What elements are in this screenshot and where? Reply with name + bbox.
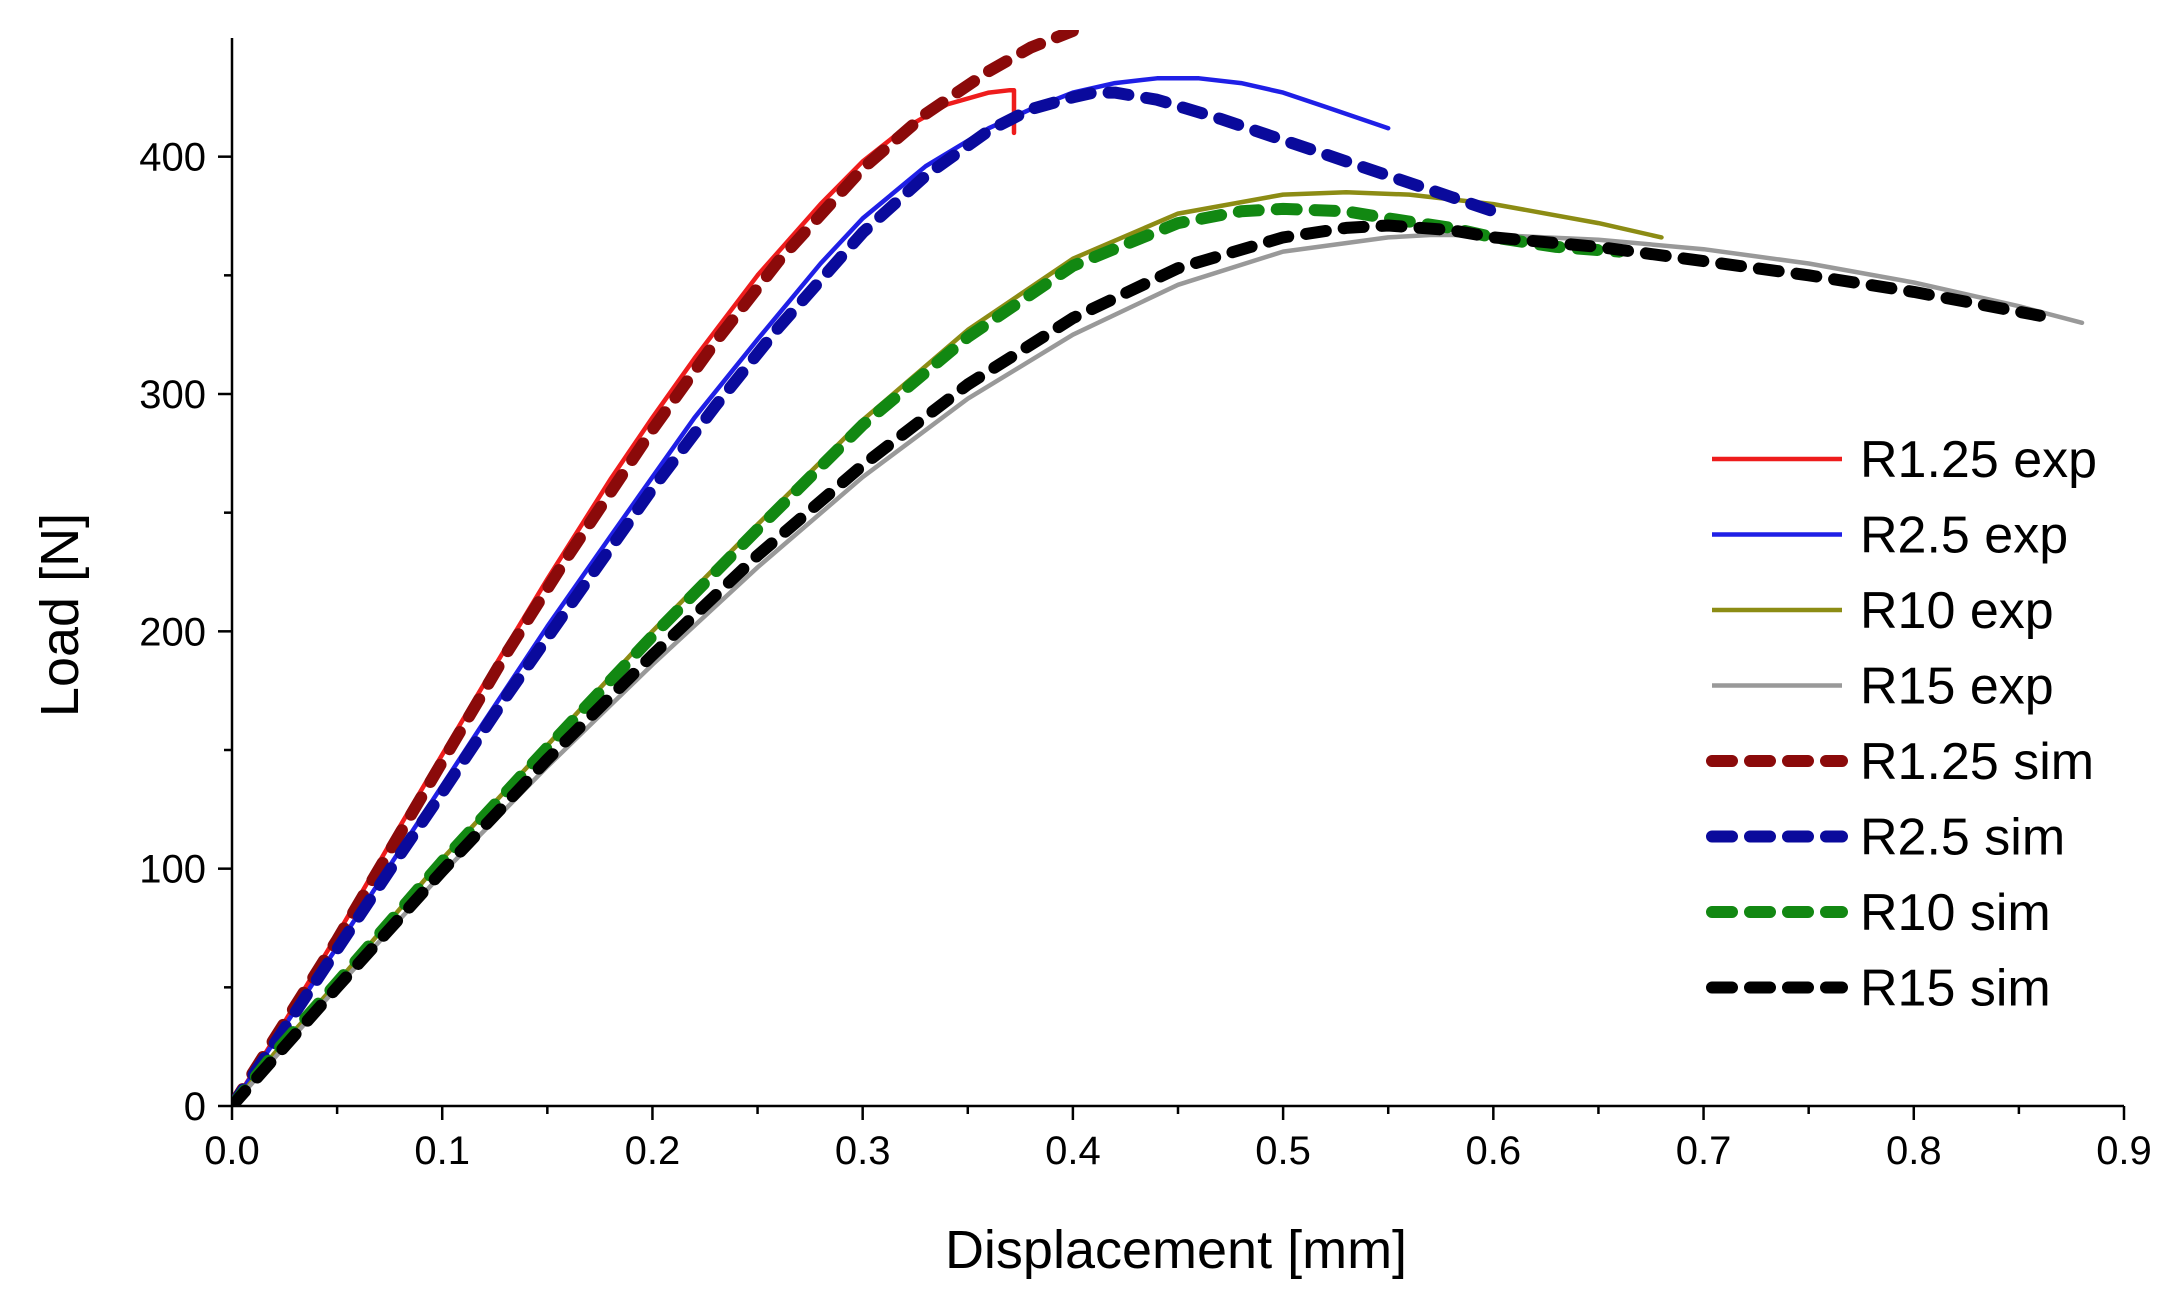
y-tick-label: 0 <box>184 1085 206 1129</box>
x-tick-label: 0.4 <box>1045 1129 1101 1173</box>
x-tick-label: 0.0 <box>204 1129 260 1173</box>
x-tick-label: 0.9 <box>2096 1129 2152 1173</box>
y-axis-title: Load [N] <box>30 513 90 717</box>
legend-label: R15 sim <box>1860 960 2051 1018</box>
legend-label: R1.25 sim <box>1860 733 2094 791</box>
series-line-r15-sim <box>232 219 2046 1106</box>
legend-label: R1.25 exp <box>1860 431 2097 489</box>
series-line-r15-exp <box>232 232 2085 1106</box>
legend-label: R10 sim <box>1860 884 2051 942</box>
x-ticks: 0.0 0.1 0.2 0.3 0.4 0.5 0.6 0.7 0.8 0.9 <box>204 1106 2152 1173</box>
x-tick-label: 0.2 <box>625 1129 681 1173</box>
y-ticks: 0 100 200 300 400 <box>139 136 232 1129</box>
legend-label: R2.5 sim <box>1860 809 2065 867</box>
series-line-r10-sim <box>232 202 1626 1106</box>
x-tick-label: 0.6 <box>1466 1129 1522 1173</box>
x-tick-label: 0.3 <box>835 1129 891 1173</box>
legend-label: R15 exp <box>1860 658 2054 716</box>
series-line-r10-exp <box>232 190 1664 1106</box>
x-tick-label: 0.1 <box>414 1129 470 1173</box>
y-tick-label: 100 <box>139 848 206 892</box>
legend-label: R10 exp <box>1860 582 2054 640</box>
x-axis-title: Displacement [mm] <box>945 1220 1407 1280</box>
x-tick-label: 0.7 <box>1676 1129 1732 1173</box>
y-tick-label: 200 <box>139 610 206 654</box>
series-line-r2-5-exp <box>232 76 1391 1106</box>
series-line-r1-25-exp <box>232 87 1017 1106</box>
series-line-r1-25-sim <box>232 30 1079 1106</box>
legend: R1.25 exp R2.5 exp R10 exp R15 exp R1.25 sim… <box>1706 431 2097 1018</box>
axes <box>230 38 2124 1108</box>
x-tick-label: 0.8 <box>1886 1129 1942 1173</box>
x-tick-label: 0.5 <box>1255 1129 1311 1173</box>
y-tick-label: 400 <box>139 136 206 180</box>
series-line-r2-5-sim <box>232 86 1500 1106</box>
y-tick-label: 300 <box>139 373 206 417</box>
series-lines <box>232 30 2085 1106</box>
legend-label: R2.5 exp <box>1860 507 2068 565</box>
